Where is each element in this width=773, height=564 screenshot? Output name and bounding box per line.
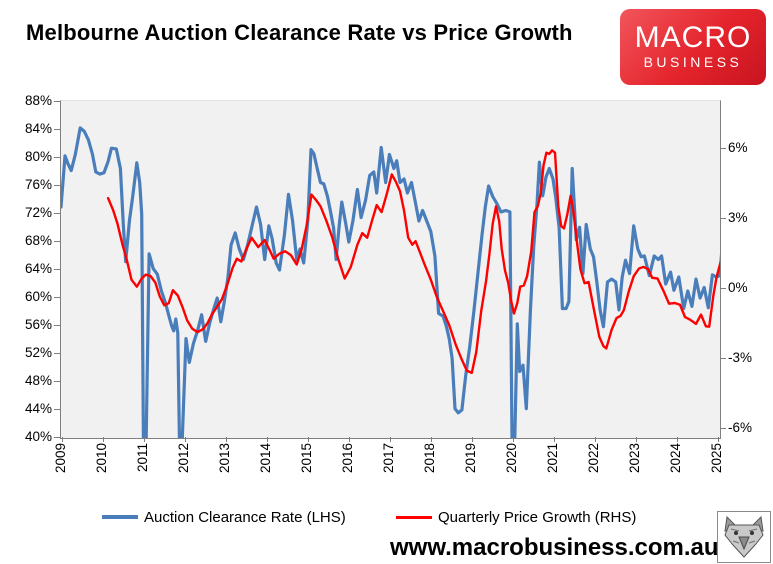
macrobusiness-logo: MACRO BUSINESS: [620, 9, 766, 85]
logo-text-business: BUSINESS: [643, 54, 743, 70]
left-axis-label: 40%: [24, 429, 52, 444]
clearance-line-swatch: [102, 515, 138, 519]
x-axis-label: 2009: [53, 443, 68, 474]
left-axis-label: 44%: [24, 401, 52, 416]
left-axis-label: 60%: [24, 289, 52, 304]
x-axis-label: 2011: [135, 443, 150, 473]
legend-label-growth: Quarterly Price Growth (RHS): [438, 508, 637, 526]
right-axis-label: -3%: [728, 349, 753, 365]
left-axis-label: 84%: [24, 121, 52, 136]
x-axis-label: 2014: [258, 443, 273, 474]
right-axis-label: 6%: [728, 140, 748, 156]
left-axis-label: 68%: [24, 233, 52, 248]
wolf-head-icon: [724, 515, 764, 558]
x-axis-label: 2024: [668, 443, 683, 474]
website-url: www.macrobusiness.com.au: [390, 534, 719, 561]
growth-line-swatch: [396, 515, 432, 519]
left-axis-label: 76%: [24, 177, 52, 192]
legend-item-growth: Quarterly Price Growth (RHS): [396, 506, 636, 528]
x-axis-label: 2013: [217, 443, 232, 474]
left-axis-label: 48%: [24, 373, 52, 388]
series-auction-clearance: [61, 126, 720, 438]
x-axis-label: 2016: [340, 443, 355, 474]
left-axis-label: 80%: [24, 149, 52, 164]
x-axis-label: 2022: [586, 443, 601, 474]
left-axis-label: 88%: [24, 93, 52, 108]
x-axis-label: 2019: [463, 443, 478, 474]
wolf-logo-box: [717, 511, 771, 563]
left-axis-label: 72%: [24, 205, 52, 220]
right-axis-label: 0%: [728, 280, 748, 295]
x-axis-label: 2025: [709, 443, 724, 474]
x-axis-label: 2020: [504, 443, 519, 474]
legend-label-clearance: Auction Clearance Rate (LHS): [144, 508, 346, 526]
logo-text-macro: MACRO: [634, 21, 752, 54]
legend-item-clearance: Auction Clearance Rate (LHS): [102, 506, 346, 528]
right-axis-label: 3%: [728, 210, 748, 226]
x-axis-label: 2021: [545, 443, 560, 474]
page-title: Melbourne Auction Clearance Rate vs Pric…: [26, 20, 573, 45]
x-axis-label: 2023: [627, 443, 642, 474]
x-axis-label: 2010: [94, 443, 109, 474]
plot-area: [60, 100, 721, 439]
plot-svg: [61, 126, 720, 438]
left-axis-label: 56%: [24, 317, 52, 332]
x-axis-label: 2012: [176, 443, 191, 474]
series-price-growth: [106, 149, 720, 375]
left-axis-label: 52%: [24, 345, 52, 360]
left-axis-label: 64%: [24, 261, 52, 276]
x-axis-label: 2018: [422, 443, 437, 474]
chart-legend: Auction Clearance Rate (LHS) Quarterly P…: [0, 506, 773, 530]
right-axis-label: -6%: [728, 419, 753, 435]
x-axis-label: 2017: [381, 443, 396, 474]
x-axis-label: 2015: [299, 443, 314, 474]
